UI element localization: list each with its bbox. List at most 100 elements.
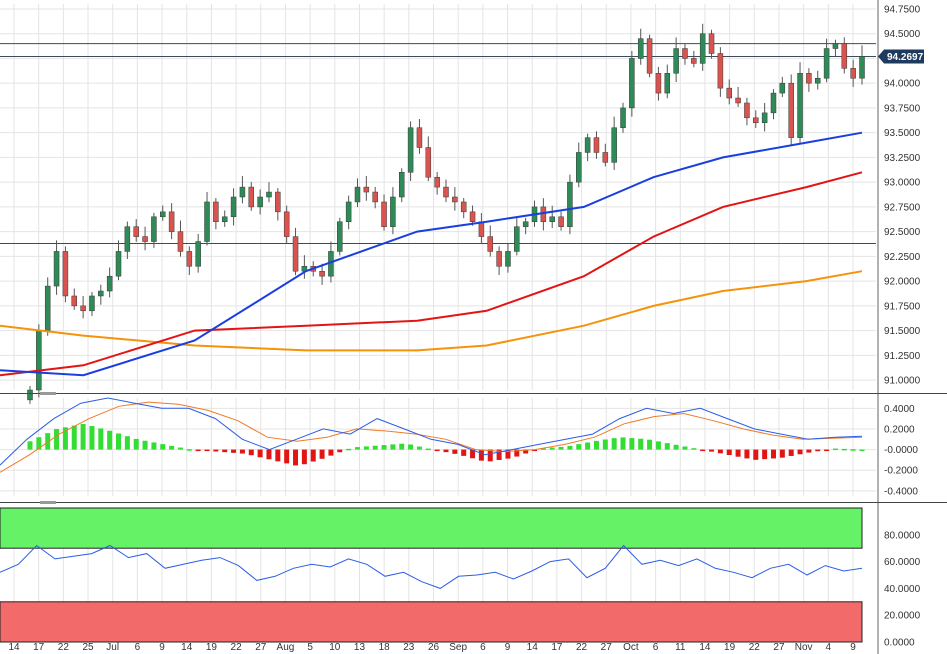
candle-body [584,137,591,153]
sma-red-line [0,171,863,377]
pane-resize-handle [40,392,56,395]
x-tick-label: 22 [576,642,588,653]
x-tick-label: 6 [135,642,141,653]
candle-body [788,82,794,138]
x-tick-label: 27 [773,642,785,653]
macd-histogram-bar [186,449,192,451]
candle-body [354,186,361,203]
macd-histogram-bar [647,439,653,450]
candle-body [372,191,378,203]
candle-body [115,251,122,277]
macd-histogram-bar [80,423,86,450]
x-tick-label: 27 [601,642,613,653]
x-tick-label: 14 [8,642,20,653]
candle-body [337,221,343,252]
macd-histogram-bar [381,445,387,450]
candle-body [646,38,653,74]
x-tick-label: 22 [749,642,761,653]
candle-body [363,186,370,193]
candle-body [36,330,42,391]
candle-body [452,196,458,203]
macd-histogram-bar [620,437,626,450]
macd-histogram-bar [717,449,723,454]
macd-histogram-bar [682,446,688,450]
macd-histogram-bar [239,449,245,454]
macd-histogram-bar [293,449,299,466]
candle-body [814,77,821,84]
candle-body [292,236,299,272]
macd-histogram-bar [549,447,555,450]
price-tick-label: 91.0000 [884,376,921,387]
candle-body [478,221,485,237]
macd-histogram-bar [461,449,467,456]
macd-signal-line [0,401,863,473]
candle-body [425,147,432,178]
candle-body [124,226,131,252]
macd-histogram-bar [372,445,378,450]
price-tick-label: 92.5000 [884,227,921,238]
macd-histogram-bar [71,425,77,450]
macd-histogram-bar [266,449,272,460]
macd-histogram-bar [567,445,573,450]
macd-histogram-bar [328,449,334,456]
pane-resize-handle [40,501,56,504]
macd-histogram-bar [824,449,830,452]
x-tick-label: 5 [307,642,313,653]
macd-histogram-bar [443,449,449,453]
x-tick-label: 23 [403,642,415,653]
candle-body [859,56,865,79]
macd-histogram-bar [195,449,201,452]
x-tick-label: Oct [623,642,639,653]
macd-histogram-bar [284,449,290,464]
macd-histogram-bar [753,449,759,460]
candle-body [133,226,139,237]
price-tick-label: 93.0000 [884,178,921,189]
macd-histogram-bar [124,436,130,450]
macd-histogram-bar [585,442,591,450]
macd-histogram-bar [257,449,263,458]
macd-histogram-bar [744,449,750,459]
macd-histogram-bar [487,449,493,462]
x-tick-label: 14 [181,642,193,653]
macd-histogram-bar [770,449,776,459]
x-tick-label: 17 [551,642,563,653]
macd-histogram-bar [859,449,865,452]
rsi-tick-label: 80.0000 [884,530,921,541]
x-tick-label: 25 [82,642,94,653]
x-tick-label: 4 [826,642,832,653]
macd-histogram-bar [319,449,325,459]
last-price-tag-text: 94.2697 [887,52,924,63]
candle-body [806,73,812,84]
candle-body [160,211,166,218]
macd-histogram-bar [638,438,644,450]
macd-histogram-bar [169,445,175,450]
rsi-tick-label: 60.0000 [884,557,921,568]
macd-histogram-bar [408,444,414,450]
macd-histogram-bar [576,444,582,450]
candle-body [744,102,750,119]
macd-histogram-bar [540,448,546,450]
candle-body [460,201,467,213]
macd-histogram-bar [735,449,741,457]
macd-histogram-bar [726,449,732,456]
candle-body [620,107,626,128]
macd-histogram-bar [89,426,95,450]
x-tick-label: 26 [428,642,440,653]
x-tick-label: 22 [231,642,243,653]
sma-blue-line [0,131,863,377]
last-price-tag-shape [878,49,924,64]
macd-histogram-bar [142,440,148,450]
macd-histogram-bar [390,444,396,450]
candle-body [496,251,502,267]
macd-histogram-bar [593,440,599,450]
macd-histogram-bar [177,447,183,450]
price-tick-label: 93.5000 [884,128,921,139]
macd-histogram-bar [673,444,679,450]
macd-histogram-bar [204,449,210,452]
macd-histogram-bar [399,443,405,450]
macd-histogram-bar [709,449,715,452]
price-tick-label: 93.7500 [884,103,921,114]
candle-body [407,127,414,173]
